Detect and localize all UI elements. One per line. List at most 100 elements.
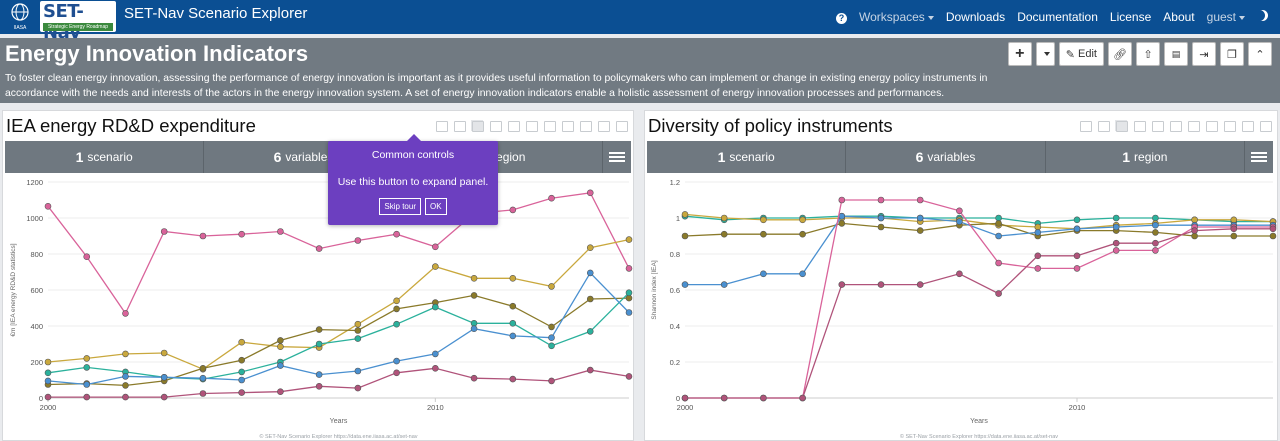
- upload-button[interactable]: ⇧: [1136, 42, 1160, 66]
- image-icon[interactable]: [1205, 120, 1218, 132]
- data-point: [470, 374, 478, 382]
- series-line: [684, 222, 1273, 237]
- nav-downloads[interactable]: Downloads: [945, 10, 1006, 24]
- iiasa-globe-icon[interactable]: IIASA: [8, 2, 32, 32]
- y-tick-label: 0.2: [670, 358, 680, 367]
- chevron-down-icon: [1239, 15, 1245, 20]
- data-point: [586, 244, 594, 251]
- panel-toolbar: [1079, 120, 1272, 132]
- policy-line-chart: 0 0.2 0.4 0.6 0.8 1 1.2 2000 2010 Years Shannon in…: [651, 178, 1277, 440]
- data-point: [238, 368, 245, 376]
- chevron-down-icon[interactable]: [1097, 120, 1110, 132]
- menu-icon[interactable]: [1259, 120, 1272, 132]
- upload-icon: ⇧: [1143, 48, 1153, 61]
- pie-icon[interactable]: [1169, 120, 1182, 132]
- chevron-down-icon[interactable]: [453, 120, 466, 132]
- list-icon[interactable]: [1079, 120, 1092, 132]
- data-point: [432, 350, 439, 358]
- data-point: [1191, 227, 1198, 234]
- data-point: [160, 393, 168, 401]
- data-point: [122, 350, 129, 358]
- data-point: [625, 236, 633, 243]
- add-dropdown-button[interactable]: [1035, 42, 1055, 66]
- data-point: [470, 325, 478, 332]
- y-tick-label: 0: [676, 394, 680, 403]
- save-icon[interactable]: [597, 120, 610, 132]
- series-line: [47, 271, 630, 386]
- stat-scenarios[interactable]: 1 scenario: [5, 141, 205, 173]
- file-icon[interactable]: [579, 120, 592, 132]
- data-point: [1152, 229, 1159, 236]
- data-point: [509, 206, 517, 214]
- nav-user-menu[interactable]: guest: [1207, 10, 1245, 24]
- data-point: [315, 340, 323, 348]
- pdf-export-button[interactable]: ▤: [1164, 42, 1188, 66]
- table-icon[interactable]: [1151, 120, 1164, 132]
- logo-text: SET-Nav: [43, 1, 84, 43]
- nav-license[interactable]: License: [1109, 10, 1152, 24]
- y-tick-label: 200: [30, 358, 43, 367]
- data-point: [760, 216, 767, 224]
- data-point: [238, 356, 245, 364]
- help-icon[interactable]: ?: [836, 10, 847, 24]
- data-point: [277, 228, 284, 235]
- share-link-button[interactable]: 🔗︎: [1108, 42, 1132, 66]
- data-point: [432, 365, 439, 372]
- image-icon[interactable]: [561, 120, 574, 132]
- pie-icon[interactable]: [525, 120, 538, 132]
- data-point: [916, 196, 924, 204]
- collapse-button[interactable]: ⌃: [1248, 42, 1272, 66]
- nav-documentation[interactable]: Documentation: [1017, 10, 1098, 24]
- dark-mode-toggle[interactable]: [1257, 10, 1268, 24]
- data-point: [1112, 223, 1120, 231]
- data-point: [277, 388, 284, 395]
- tour-ok-button[interactable]: OK: [425, 198, 447, 215]
- stat-scenarios[interactable]: 1 scenario: [647, 141, 847, 173]
- data-point: [432, 243, 439, 251]
- panel-policy-diversity: Diversity of policy instruments 1 scenari…: [644, 110, 1278, 441]
- data-point: [1269, 232, 1277, 240]
- add-panel-button[interactable]: +: [1007, 42, 1032, 66]
- download-icon[interactable]: [1187, 120, 1200, 132]
- file-icon[interactable]: [1223, 120, 1236, 132]
- nav-about[interactable]: About: [1163, 10, 1195, 24]
- y-tick-label: 600: [30, 286, 43, 295]
- export-button[interactable]: ⇥: [1192, 42, 1216, 66]
- list-icon[interactable]: [435, 120, 448, 132]
- copy-button[interactable]: ❐: [1220, 42, 1244, 66]
- data-point: [877, 196, 885, 204]
- stat-variables[interactable]: 6 variables: [846, 141, 1046, 173]
- edit-button[interactable]: ✎ Edit: [1058, 42, 1104, 66]
- app-title[interactable]: SET-Nav Scenario Explorer: [124, 5, 308, 22]
- chevron-up-icon: ⌃: [1255, 48, 1265, 61]
- line-chart-icon[interactable]: [471, 120, 484, 132]
- data-point: [681, 211, 689, 218]
- data-point: [354, 327, 362, 334]
- panel-settings-button[interactable]: [603, 141, 631, 173]
- data-point: [160, 374, 168, 381]
- data-point: [799, 394, 806, 402]
- panel-settings-button[interactable]: [1245, 141, 1273, 173]
- data-point: [199, 390, 207, 397]
- line-chart-icon[interactable]: [1115, 120, 1128, 132]
- y-tick-label: 0.6: [670, 286, 680, 295]
- skip-tour-button[interactable]: Skip tour: [379, 198, 421, 215]
- download-icon[interactable]: [543, 120, 556, 132]
- table-icon[interactable]: [507, 120, 520, 132]
- save-icon[interactable]: [1241, 120, 1254, 132]
- data-point: [877, 223, 885, 231]
- data-point: [1112, 247, 1120, 254]
- set-nav-logo[interactable]: SET-Nav Strategic Energy Roadmap: [40, 1, 116, 43]
- nav-workspaces[interactable]: Workspaces: [859, 10, 934, 24]
- data-point: [83, 253, 91, 260]
- series-line: [685, 199, 1273, 399]
- bar-chart-icon[interactable]: [489, 120, 502, 132]
- data-point: [160, 349, 168, 357]
- menu-icon[interactable]: [615, 120, 628, 132]
- x-tick-label: 2000: [677, 403, 694, 412]
- data-point: [509, 275, 517, 282]
- data-point: [799, 216, 806, 224]
- bar-chart-icon[interactable]: [1133, 120, 1146, 132]
